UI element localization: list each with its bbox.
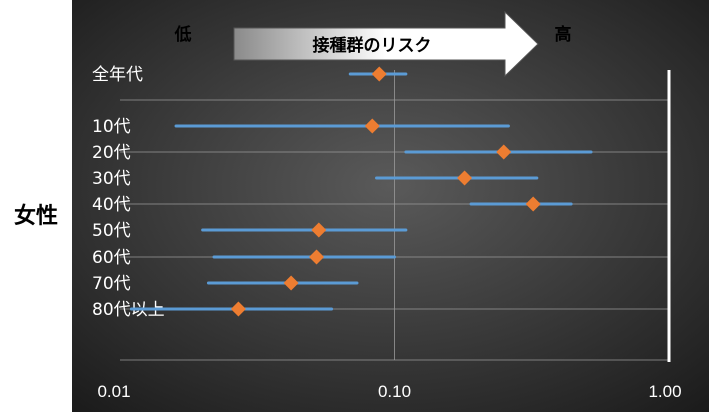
chart-background: [72, 0, 709, 412]
point-estimate-marker: [457, 170, 473, 186]
row-label: 80代以上: [92, 300, 165, 320]
point-estimate-marker: [371, 66, 387, 82]
gridlines: [120, 70, 669, 361]
row-label: 全年代: [92, 65, 143, 85]
point-estimate-marker: [364, 118, 380, 134]
point-estimates: [230, 66, 541, 317]
point-estimate-marker: [283, 275, 299, 291]
risk-arrow-label: 接種群のリスク: [313, 35, 432, 56]
row-label: 30代: [92, 169, 131, 189]
row-label: 40代: [92, 195, 131, 215]
point-estimate-marker: [496, 144, 512, 160]
row-label: 60代: [92, 248, 131, 268]
point-estimate-marker: [525, 196, 541, 212]
row-label: 10代: [92, 117, 131, 137]
low-label: 低: [174, 24, 192, 45]
panel-label: 女性: [14, 204, 59, 229]
risk-arrow: [233, 10, 539, 78]
row-label: 50代: [92, 221, 131, 241]
row-label: 70代: [92, 274, 131, 294]
x-tick-label: 1.00: [648, 382, 681, 401]
row-label: 20代: [92, 143, 131, 163]
point-estimate-marker: [311, 222, 327, 238]
high-label: 高: [555, 24, 572, 45]
point-estimate-marker: [309, 249, 325, 265]
x-axis-ticks: 0.01 0.10 1.00: [97, 382, 681, 401]
point-estimate-marker: [230, 301, 246, 317]
x-tick-label: 0.01: [97, 382, 130, 401]
x-tick-label: 0.10: [378, 382, 411, 401]
row-labels: 全年代 10代 20代 30代 40代 50代 60代 70代 80代以上: [92, 65, 165, 320]
